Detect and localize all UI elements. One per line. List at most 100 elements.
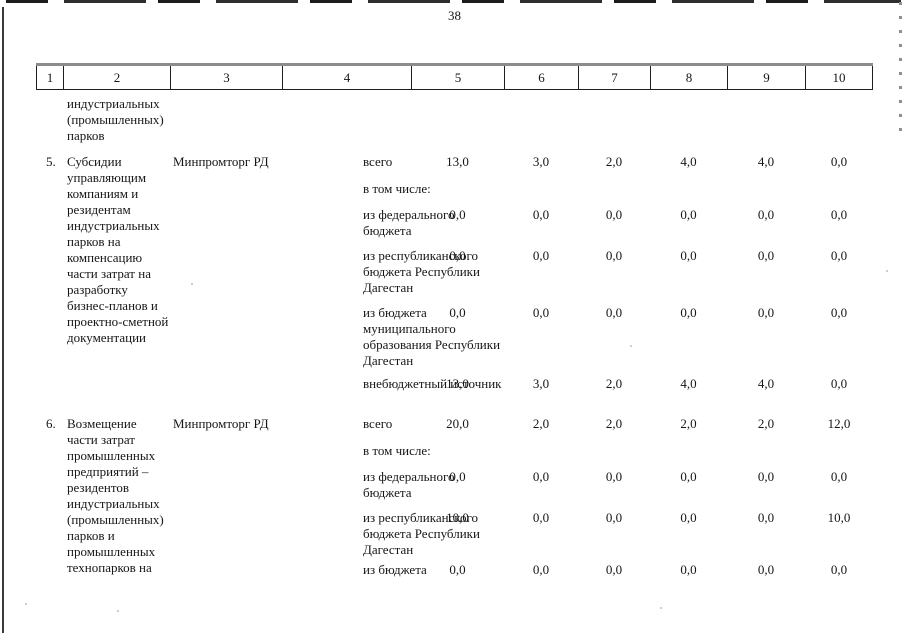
- value-cell: 0,0: [757, 207, 775, 222]
- value-cell: 10,0: [827, 510, 851, 525]
- page-number: 38: [448, 8, 461, 23]
- funding-row: из федерального бюджета 0,0 0,0 0,0 0,0 …: [0, 469, 905, 500]
- scan-edge-top: [6, 0, 901, 3]
- value-cell: 4,0: [757, 376, 775, 391]
- funding-source-label: из федерального бюджета: [363, 469, 455, 500]
- scan-speck: [886, 270, 888, 272]
- value-cell: 0,0: [532, 510, 550, 525]
- item-name: Возмещение части затрат промышленных пре…: [67, 416, 164, 575]
- value-cell: 0,0: [532, 562, 550, 577]
- funding-source-label: всего: [363, 416, 393, 431]
- funding-source-label: из республиканского бюджета Республики Д…: [363, 248, 480, 295]
- funding-row: из республиканского бюджета Республики Д…: [0, 248, 905, 295]
- scan-speck: [191, 283, 193, 285]
- funding-row: из республиканского бюджета Республики Д…: [0, 510, 905, 557]
- value-cell: 0,0: [449, 207, 466, 222]
- value-cell: 0,0: [830, 207, 848, 222]
- value-cell: 4,0: [680, 376, 697, 391]
- value-cell: 0,0: [830, 154, 848, 169]
- header-cell-2: 2: [63, 66, 170, 89]
- value-cell: 0,0: [449, 305, 466, 320]
- value-cell: 0,0: [757, 510, 775, 525]
- value-cell: 0,0: [830, 376, 848, 391]
- header-cell-1: 1: [36, 66, 63, 89]
- value-cell: 0,0: [532, 305, 550, 320]
- header-cell-8: 8: [650, 66, 727, 89]
- scan-speck: [117, 610, 119, 612]
- value-cell: 0,0: [680, 248, 697, 263]
- header-cell-5: 5: [411, 66, 504, 89]
- value-cell: 0,0: [449, 248, 466, 263]
- funding-row: из бюджета муниципального образования Ре…: [0, 305, 905, 368]
- item-executor: Минпромторг РД: [173, 154, 269, 169]
- scan-speck: [630, 345, 632, 347]
- value-cell: 0,0: [680, 562, 697, 577]
- scan-edge-left: [2, 7, 4, 633]
- funding-source-label: внебюджетный источник: [363, 376, 502, 391]
- value-cell: 0,0: [830, 562, 848, 577]
- value-cell: 4,0: [680, 154, 697, 169]
- value-cell: 0,0: [605, 305, 623, 320]
- header-cell-6: 6: [504, 66, 578, 89]
- funding-row: в том числе:: [0, 181, 905, 197]
- value-cell: 0,0: [532, 469, 550, 484]
- item-executor: Минпромторг РД: [173, 416, 269, 431]
- scan-speck: [660, 607, 662, 609]
- funding-source-label: в том числе:: [363, 443, 431, 458]
- value-cell: 3,0: [532, 376, 550, 391]
- funding-source-label: из бюджета: [363, 562, 427, 577]
- table-header-row: 1 2 3 4 5 6 7 8 9 10: [36, 63, 873, 90]
- value-cell: 2,0: [680, 416, 697, 431]
- value-cell: 0,0: [680, 305, 697, 320]
- value-cell: 13,0: [446, 376, 469, 391]
- value-cell: 0,0: [605, 207, 623, 222]
- value-cell: 0,0: [830, 469, 848, 484]
- header-cell-7: 7: [578, 66, 650, 89]
- item-number: 5.: [46, 154, 56, 169]
- value-cell: 12,0: [827, 416, 851, 431]
- header-cell-4: 4: [282, 66, 411, 89]
- funding-row: внебюджетный источник 13,0 3,0 2,0 4,0 4…: [0, 376, 905, 392]
- item-name: Субсидии управляющим компаниям и резиден…: [67, 154, 169, 345]
- value-cell: 0,0: [605, 562, 623, 577]
- value-cell: 13,0: [446, 154, 469, 169]
- value-cell: 4,0: [757, 154, 775, 169]
- value-cell: 0,0: [830, 248, 848, 263]
- funding-source-label: из республиканского бюджета Республики Д…: [363, 510, 480, 557]
- value-cell: 0,0: [757, 305, 775, 320]
- value-cell: 2,0: [757, 416, 775, 431]
- funding-source-label: всего: [363, 154, 393, 169]
- carryover-text: индустриальных (промышленных) парков: [67, 96, 164, 143]
- value-cell: 0,0: [605, 469, 623, 484]
- value-cell: 0,0: [680, 510, 697, 525]
- funding-source-label: из бюджета муниципального образования Ре…: [363, 305, 501, 368]
- value-cell: 0,0: [680, 469, 697, 484]
- header-cell-10: 10: [805, 66, 873, 89]
- scan-speck: [25, 603, 27, 605]
- value-cell: 2,0: [605, 376, 623, 391]
- value-cell: 0,0: [757, 469, 775, 484]
- value-cell: 0,0: [605, 248, 623, 263]
- value-cell: 2,0: [605, 416, 623, 431]
- header-cell-3: 3: [170, 66, 282, 89]
- funding-row: из федерального бюджета 0,0 0,0 0,0 0,0 …: [0, 207, 905, 238]
- value-cell: 0,0: [757, 562, 775, 577]
- value-cell: 0,0: [680, 207, 697, 222]
- value-cell: 0,0: [449, 562, 466, 577]
- funding-row: всего 13,0 3,0 2,0 4,0 4,0 0,0: [0, 154, 905, 170]
- value-cell: 3,0: [532, 154, 550, 169]
- funding-source-label: из федерального бюджета: [363, 207, 455, 238]
- funding-row: в том числе:: [0, 443, 905, 459]
- value-cell: 0,0: [605, 510, 623, 525]
- value-cell: 2,0: [605, 154, 623, 169]
- value-cell: 0,0: [449, 469, 466, 484]
- value-cell: 0,0: [757, 248, 775, 263]
- value-cell: 10,0: [446, 510, 469, 525]
- value-cell: 2,0: [532, 416, 550, 431]
- header-cell-9: 9: [727, 66, 805, 89]
- value-cell: 0,0: [532, 207, 550, 222]
- value-cell: 20,0: [446, 416, 469, 431]
- funding-source-label: в том числе:: [363, 181, 431, 196]
- item-number: 6.: [46, 416, 56, 431]
